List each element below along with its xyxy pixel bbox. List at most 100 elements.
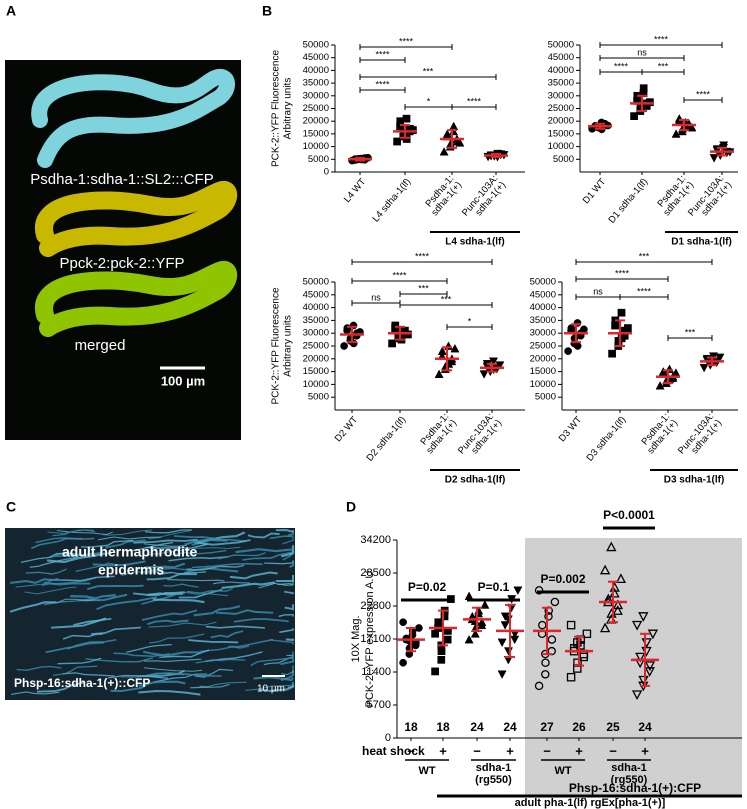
y-tick-label: 10000 [548, 141, 574, 152]
fiber [191, 562, 263, 569]
strain-label: adult pha-1(lf) rgEx[pha-1(+)] [515, 797, 666, 809]
significance-label: ns [637, 47, 647, 57]
y-tick-label: 20000 [530, 353, 556, 364]
panel-letter: C [6, 499, 16, 515]
fiber [98, 536, 162, 541]
fiber [144, 658, 202, 662]
point [442, 129, 452, 138]
significance-label: *** [423, 66, 434, 76]
fiber [41, 582, 91, 587]
y-axis-label: Arbitrary units [283, 315, 294, 377]
group-label: D3 sdha-1(lf) [664, 475, 725, 486]
y-tick-label: 5000 [308, 154, 329, 165]
significance-label: P=0.1 [478, 580, 510, 594]
fiber [153, 673, 208, 683]
point [449, 121, 459, 131]
point [644, 667, 655, 677]
fiber [52, 665, 98, 677]
fiber [133, 592, 184, 596]
point [388, 339, 396, 348]
panel-letter: D [346, 499, 356, 515]
fiber [197, 539, 251, 546]
fiber [139, 549, 190, 557]
x-tick-label: + [506, 743, 514, 758]
fiber [205, 625, 265, 629]
fiber [70, 594, 116, 600]
significance-label: P=0.02 [408, 580, 447, 594]
point [599, 564, 611, 575]
y-tick-label: 5000 [535, 392, 556, 403]
y-tick-label: 11400 [361, 666, 391, 678]
fiber [216, 609, 274, 615]
fiber [159, 649, 210, 659]
fiber [138, 690, 201, 696]
scale-label: 100 µm [161, 373, 205, 388]
y-tick-label: 15000 [303, 128, 329, 139]
y-tick-label: 15000 [530, 366, 556, 377]
y-tick-label: 50000 [548, 40, 574, 51]
fiber [10, 578, 53, 584]
y-tick-label: 5700 [367, 699, 391, 711]
fiber [163, 583, 199, 588]
point [534, 681, 544, 691]
significance-label: P=0.002 [540, 572, 585, 586]
point [402, 114, 411, 123]
point [477, 617, 487, 627]
point [708, 352, 719, 361]
point [404, 330, 412, 339]
fiber [87, 584, 144, 591]
group-label: WT [418, 765, 435, 777]
point [647, 629, 659, 640]
fiber [221, 581, 276, 589]
fiber [138, 562, 186, 570]
point [497, 638, 507, 648]
label: Psdha-1:sdha-1::SL2:::CFP [30, 171, 213, 188]
fiber [143, 667, 203, 672]
point [715, 353, 725, 363]
y-tick-label: 20000 [303, 353, 329, 364]
significance-label: **** [614, 61, 629, 71]
y-tick-label: 35000 [303, 78, 329, 89]
point [450, 343, 460, 353]
x-tick-label: D3 sdha-1(lf) [584, 414, 628, 463]
point [541, 670, 550, 679]
point [541, 658, 550, 667]
point [655, 381, 665, 390]
point [550, 597, 560, 607]
significance-label: **** [415, 251, 430, 261]
y-tick-label: 35000 [530, 315, 556, 326]
fiber [269, 639, 294, 645]
point [630, 112, 638, 120]
point [443, 341, 454, 350]
point [709, 154, 719, 163]
point [439, 147, 449, 156]
y-axis-label: 10X Mag. [350, 615, 362, 662]
x-tick-label: D1 sdha-1(lf) [606, 176, 650, 225]
fiber [245, 683, 294, 691]
fiber [193, 605, 241, 617]
fiber [218, 552, 266, 560]
y-axis-label: PCK-2::YFP expression A.U [364, 571, 376, 708]
transgene-label: Phsp-16:sdha-1(+):CFP [569, 781, 701, 795]
point [631, 690, 643, 701]
point [612, 599, 624, 610]
fiber [133, 538, 198, 544]
point [615, 573, 627, 584]
y-tick-label: 20000 [303, 116, 329, 127]
fiber [194, 668, 234, 678]
fiber [24, 586, 77, 595]
fiber [269, 535, 294, 540]
fiber [121, 570, 172, 577]
y-tick-label: 22800 [360, 600, 391, 612]
y-tick-label: 25000 [548, 103, 574, 114]
fiber [212, 581, 250, 585]
point [573, 319, 582, 327]
fiber [287, 682, 294, 688]
fiber [242, 551, 292, 561]
point [340, 342, 348, 350]
fiber [186, 564, 245, 571]
fiber [285, 638, 295, 642]
point [639, 84, 648, 93]
fiber [190, 683, 230, 689]
